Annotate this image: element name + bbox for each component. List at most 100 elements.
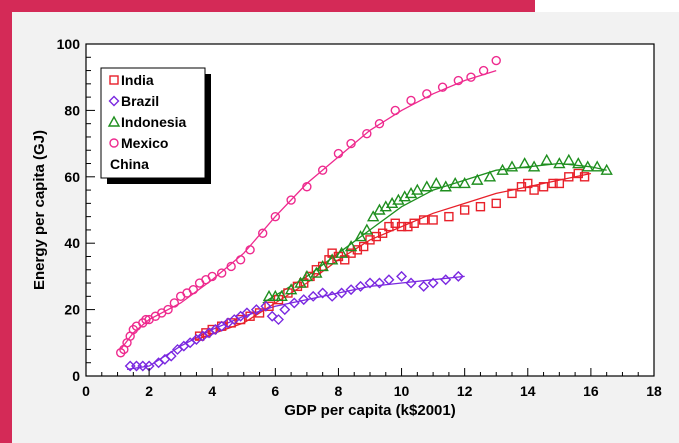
y-tick-label: 0 — [72, 368, 80, 384]
brazil-point — [241, 307, 253, 319]
data-points — [116, 55, 613, 372]
mexico-point — [235, 255, 246, 265]
indonesia-point — [300, 269, 314, 282]
brazil-point — [260, 300, 272, 312]
brazil-point — [345, 284, 357, 296]
y-tick-label: 80 — [64, 102, 80, 118]
mexico-fit-line — [120, 69, 497, 350]
legend-india-marker — [109, 75, 119, 85]
india-point — [564, 172, 574, 182]
indonesia-point — [275, 289, 288, 302]
brazil-point — [440, 274, 452, 286]
india-point — [475, 201, 486, 212]
mexico-point — [245, 245, 255, 255]
indonesia-point — [360, 223, 374, 235]
x-tick-label: 8 — [335, 383, 343, 399]
indonesia-point — [420, 180, 433, 192]
brazil-point — [405, 277, 417, 289]
indonesia-point — [366, 210, 380, 222]
y-tick-label: 100 — [57, 36, 81, 52]
brazil-point — [266, 310, 278, 322]
x-tick-label: 4 — [208, 383, 216, 399]
india-point — [428, 215, 438, 225]
mexico-point — [437, 82, 448, 92]
mexico-point — [258, 228, 268, 238]
x-tick-label: 2 — [145, 383, 153, 399]
indonesia-point — [591, 160, 604, 172]
legend-indonesia-marker — [107, 115, 121, 127]
y-axis-label: Energy per capita (GJ) — [31, 130, 48, 290]
india-point — [235, 314, 246, 325]
x-tick-label: 14 — [520, 383, 536, 399]
indonesia-point — [483, 170, 497, 182]
mexico-point — [302, 182, 312, 192]
y-tick-label: 20 — [64, 302, 80, 318]
mexico-point — [390, 105, 400, 116]
indonesia-point — [344, 240, 358, 252]
mexico-point — [207, 271, 217, 282]
x-axis-ticks: 0 2 4 6 8 10 12 14 16 18 — [82, 368, 662, 399]
legend-india-label: India — [121, 72, 154, 88]
indonesia-point — [562, 153, 575, 165]
y-axis-ticks: 0 20 40 60 80 100 — [57, 36, 95, 384]
x-tick-label: 12 — [457, 383, 473, 399]
indonesia-point — [325, 253, 339, 265]
india-point — [548, 178, 558, 189]
brazil-point — [355, 280, 367, 292]
india-point — [396, 221, 407, 232]
indonesia-point — [310, 266, 323, 278]
mexico-point — [491, 55, 501, 66]
india-point — [444, 211, 454, 222]
indonesia-point — [316, 259, 329, 272]
x-axis-label: GDP per capita (k$2001) — [284, 402, 455, 419]
india-point — [409, 218, 419, 228]
x-tick-label: 16 — [583, 383, 599, 399]
brazil-point — [307, 290, 319, 302]
mexico-point — [270, 211, 281, 222]
brazil-point — [250, 304, 262, 316]
brazil-point — [427, 277, 439, 289]
brazil-point — [165, 350, 177, 362]
brazil-point — [364, 277, 376, 289]
indonesia-point — [294, 276, 307, 288]
mexico-point — [453, 75, 464, 86]
decorative-left-band — [0, 0, 12, 443]
brazil-point — [418, 280, 430, 292]
indonesia-point — [553, 157, 566, 169]
x-tick-label: 6 — [271, 383, 279, 399]
legend-box — [100, 67, 206, 179]
legend-items: India Brazil Indonesia Mexico China — [107, 72, 187, 172]
brazil-point — [452, 270, 464, 282]
indonesia-point — [430, 176, 443, 189]
y-tick-label: 40 — [64, 235, 80, 251]
brazil-point — [396, 270, 408, 282]
indonesia-point — [449, 176, 462, 189]
brazil-point — [336, 287, 348, 299]
mexico-point — [362, 128, 372, 139]
india-point — [377, 228, 388, 238]
india-point — [264, 301, 274, 311]
indonesia-point — [496, 163, 509, 175]
decorative-top-band — [0, 0, 535, 12]
brazil-point — [383, 274, 395, 286]
mexico-point — [374, 118, 385, 129]
mexico-point — [286, 195, 296, 205]
indonesia-point — [540, 153, 553, 165]
india-point — [459, 205, 470, 215]
indonesia-point — [581, 160, 594, 172]
legend: India Brazil Indonesia Mexico China — [100, 67, 211, 184]
indonesia-point — [439, 180, 452, 192]
mexico-point — [333, 148, 344, 159]
indonesia-point — [518, 157, 531, 169]
mexico-point — [406, 95, 416, 106]
brazil-point — [272, 314, 284, 326]
indonesia-point — [262, 289, 276, 302]
india-point — [554, 178, 565, 189]
x-tick-label: 18 — [646, 383, 662, 399]
indonesia-point — [471, 173, 484, 185]
legend-indonesia-label: Indonesia — [121, 114, 187, 130]
brazil-point — [298, 294, 310, 306]
mexico-point — [317, 165, 328, 175]
x-tick-label: 0 — [82, 383, 90, 399]
legend-china-label: China — [110, 156, 149, 172]
